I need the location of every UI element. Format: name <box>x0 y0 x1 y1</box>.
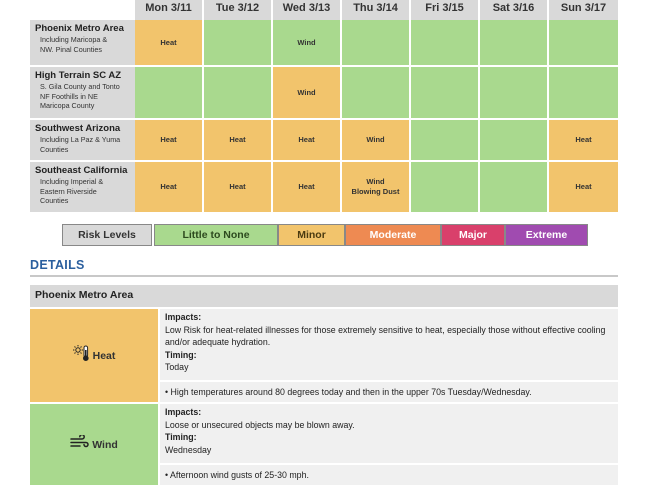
day-header: Thu 3/14 <box>342 0 411 20</box>
section-header: Phoenix Metro Area <box>30 285 618 307</box>
region-subtitle: Including Imperial & Eastern Riverside C… <box>40 177 104 205</box>
risk-cell: Wind <box>273 20 342 67</box>
risk-cell <box>549 20 618 67</box>
day-header: Fri 3/15 <box>411 0 480 20</box>
risk-cell <box>480 162 549 214</box>
region-subtitle: Including La Paz & Yuma Counties <box>40 135 121 154</box>
hazard-heat-bullet: • High temperatures around 80 degrees to… <box>160 382 618 402</box>
risk-cell: Wind <box>273 67 342 120</box>
hazard-wind-info: Impacts: Loose or unsecured objects may … <box>160 404 618 463</box>
risk-cell <box>480 120 549 162</box>
day-header: Mon 3/11 <box>135 0 204 20</box>
details-divider <box>30 275 618 277</box>
legend-title: Risk Levels <box>62 224 152 246</box>
region-subtitle: Including Maricopa & NW. Pinal Counties <box>40 35 108 54</box>
risk-cell: Heat <box>273 162 342 214</box>
impacts-label: Impacts: <box>165 407 202 417</box>
region-label: Southwest Arizona Including La Paz & Yuma… <box>30 120 135 162</box>
region-label: Phoenix Metro Area Including Maricopa & N… <box>30 20 135 67</box>
risk-cell <box>411 120 480 162</box>
wind-icon <box>70 433 90 454</box>
risk-cell: Wind <box>342 120 411 162</box>
legend-minor: Minor <box>278 224 345 246</box>
timing-label: Timing: <box>165 349 197 360</box>
timing-label: Timing: <box>165 432 197 442</box>
legend-little-to-none: Little to None <box>154 224 278 246</box>
risk-cell: Heat <box>135 162 204 214</box>
region-label: Southeast California Including Imperial &… <box>30 162 135 214</box>
risk-cell: Heat <box>549 162 618 214</box>
risk-cell <box>411 67 480 120</box>
impacts-text: Loose or unsecured objects may be blown … <box>165 419 355 430</box>
risk-cell <box>135 67 204 120</box>
risk-cell <box>411 162 480 214</box>
legend-major: Major <box>441 224 505 246</box>
risk-cell: Heat <box>204 120 273 162</box>
risk-cell <box>342 20 411 67</box>
risk-cell: Heat <box>204 162 273 214</box>
timing-text: Wednesday <box>165 444 212 455</box>
risk-cell <box>480 20 549 67</box>
risk-cell: Heat <box>549 120 618 162</box>
risk-cell: Heat <box>273 120 342 162</box>
risk-cell <box>204 67 273 120</box>
hazard-wind-label: Wind <box>92 438 118 451</box>
region-name: Southeast California <box>35 165 128 176</box>
hazard-heat-cell: Heat <box>30 309 158 402</box>
day-header: Sat 3/16 <box>480 0 549 20</box>
region-name: Phoenix Metro Area <box>35 23 124 34</box>
impacts-text: Low Risk for heat-related illnesses for … <box>165 324 606 348</box>
risk-cell: Heat <box>135 20 204 67</box>
region-name: High Terrain SC AZ <box>35 70 122 81</box>
region-name: Southwest Arizona <box>35 123 121 134</box>
risk-cell: Heat <box>135 120 204 162</box>
details-title: DETAILS <box>30 258 85 272</box>
region-label: High Terrain SC AZ S. Gila County and Ton… <box>30 67 135 120</box>
risk-cell <box>411 20 480 67</box>
day-header: Sun 3/17 <box>549 0 618 20</box>
legend-extreme: Extreme <box>505 224 588 246</box>
risk-cell <box>342 67 411 120</box>
hazard-heat-label: Heat <box>92 349 116 362</box>
region-subtitle: S. Gila County and Tonto NF Foothills in… <box>40 82 120 110</box>
risk-cell <box>204 20 273 67</box>
risk-cell <box>480 67 549 120</box>
day-header: Wed 3/13 <box>273 0 342 20</box>
thermometer-sun-icon <box>72 344 91 367</box>
day-header: Tue 3/12 <box>204 0 273 20</box>
hazard-heat-info: Impacts: Low Risk for heat-related illne… <box>160 309 618 380</box>
risk-cell: Wind Blowing Dust <box>342 162 411 214</box>
hazard-wind-bullet: • Afternoon wind gusts of 25-30 mph. <box>160 465 618 485</box>
risk-cell <box>549 67 618 120</box>
legend-moderate: Moderate <box>345 224 441 246</box>
hazard-wind-cell: Wind <box>30 404 158 485</box>
timing-text: Today <box>165 362 189 372</box>
impacts-label: Impacts: <box>165 312 202 322</box>
